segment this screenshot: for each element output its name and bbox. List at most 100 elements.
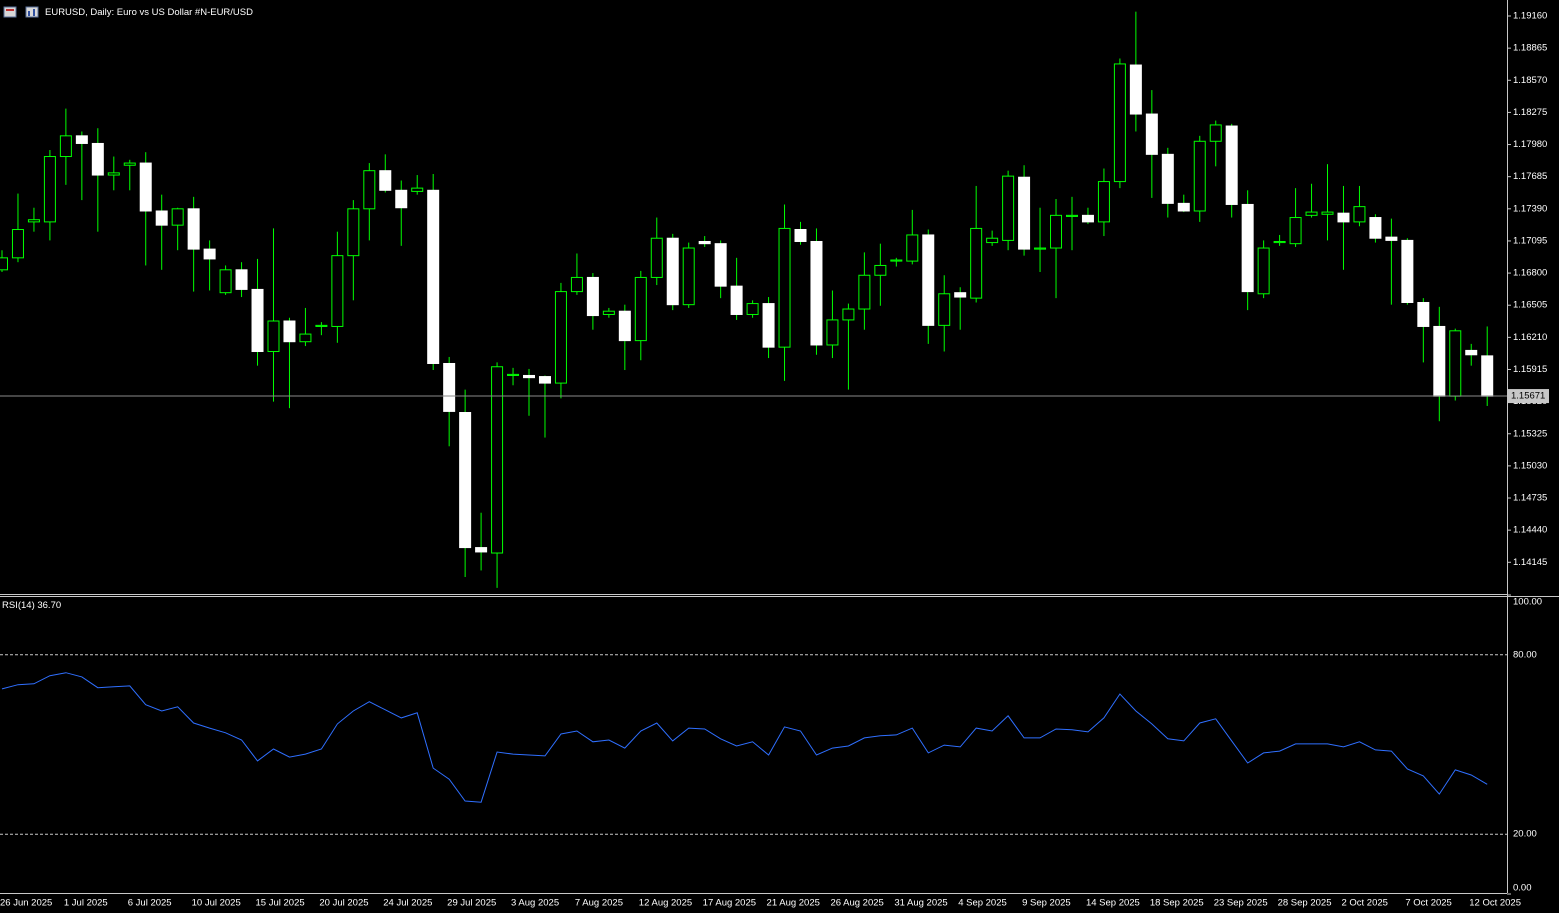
price-label: 1.15671 [1511, 391, 1545, 402]
candle-body [251, 288, 264, 353]
candle-body [1050, 214, 1063, 249]
candle-body [650, 237, 663, 278]
candle-body [1353, 206, 1366, 223]
y-tick-label: 1.14440 [1513, 525, 1547, 536]
candle-body [602, 310, 615, 315]
candle-body [1097, 181, 1110, 223]
y-tick-label: 1.16800 [1513, 268, 1547, 279]
candle-body [507, 373, 520, 376]
x-tick-label: 7 Aug 2025 [575, 898, 623, 909]
candle-body [123, 162, 136, 166]
candle-body [1161, 153, 1174, 204]
y-tick-label: 0.00 [1513, 883, 1532, 894]
x-tick-label: 29 Jul 2025 [447, 898, 496, 909]
y-tick-label: 80.00 [1513, 649, 1537, 660]
y-tick-label: 1.18275 [1513, 107, 1547, 118]
x-tick-label: 26 Jun 2025 [0, 898, 52, 909]
candle-body [874, 264, 887, 276]
candle-body [666, 237, 679, 306]
candle-body [1209, 124, 1222, 142]
candle-body [331, 255, 344, 327]
x-tick-label: 31 Aug 2025 [894, 898, 947, 909]
candle-body [1321, 211, 1334, 215]
y-tick-label: 1.19160 [1513, 11, 1547, 22]
chart-title: EURUSD, Daily: Euro vs US Dollar #N-EUR/… [45, 7, 253, 18]
x-tick-label: 9 Sep 2025 [1022, 898, 1071, 909]
y-tick-label: 1.18570 [1513, 75, 1547, 86]
candle-body [379, 170, 392, 191]
candle-body [299, 333, 312, 343]
x-tick-label: 1 Jul 2025 [64, 898, 108, 909]
candle-body [1081, 214, 1094, 223]
candle-body [986, 237, 999, 244]
candle-body [538, 376, 551, 384]
candle-body [43, 156, 56, 223]
y-tick-label: 1.14145 [1513, 557, 1547, 568]
candle-body [554, 291, 567, 384]
candle-body [75, 135, 88, 144]
toolbar-icons [3, 6, 39, 18]
candle-body [219, 269, 232, 294]
x-tick-label: 2 Oct 2025 [1341, 898, 1387, 909]
candle-body [1369, 217, 1382, 239]
candle-body [315, 324, 328, 327]
candle-body [1481, 355, 1494, 397]
candle-body [698, 240, 711, 245]
y-tick-label: 100.00 [1513, 597, 1542, 608]
x-tick-label: 23 Sep 2025 [1214, 898, 1268, 909]
candle-body [682, 247, 695, 306]
candle-body [1385, 236, 1398, 241]
candle-body [810, 240, 823, 346]
candle-body [1113, 63, 1126, 183]
x-tick-label: 4 Sep 2025 [958, 898, 1007, 909]
icon [25, 6, 39, 18]
candle-body [586, 276, 599, 317]
candle-body [235, 269, 248, 290]
candle-body [954, 292, 967, 298]
icon [28, 11, 30, 16]
candle-body [1305, 211, 1318, 216]
candle-body [395, 189, 408, 209]
candle-body [1257, 247, 1270, 295]
x-tick-label: 18 Sep 2025 [1150, 898, 1204, 909]
x-tick-label: 12 Aug 2025 [639, 898, 692, 909]
candle-body [1018, 176, 1031, 250]
candle-body [91, 142, 104, 176]
x-tick-label: 24 Jul 2025 [383, 898, 432, 909]
candle-body [858, 274, 871, 310]
candle-body [1433, 325, 1446, 397]
candle-body [746, 303, 759, 315]
candle-body [714, 243, 727, 287]
y-tick-label: 1.16505 [1513, 300, 1547, 311]
candle-body [906, 234, 919, 262]
candle-body [634, 276, 647, 342]
candle-body [778, 227, 791, 348]
candle-body [347, 208, 360, 257]
candle-body [171, 208, 184, 226]
x-tick-label: 12 Oct 2025 [1469, 898, 1521, 909]
y-tick-label: 1.15030 [1513, 460, 1547, 471]
candle-body [842, 308, 855, 321]
candle-body [0, 257, 8, 271]
y-tick-label: 1.17685 [1513, 171, 1547, 182]
candle-body [491, 366, 504, 554]
candle-body [1241, 203, 1254, 293]
icon [3, 6, 17, 18]
candle-body [1034, 247, 1047, 250]
y-tick-label: 1.15915 [1513, 364, 1547, 375]
candle-body [922, 234, 935, 326]
candle-body [459, 412, 472, 549]
candle-body [1065, 214, 1078, 217]
candle-body [443, 362, 456, 412]
x-tick-label: 3 Aug 2025 [511, 898, 559, 909]
x-tick-label: 10 Jul 2025 [192, 898, 241, 909]
icon [6, 9, 14, 11]
candle-body [11, 229, 24, 259]
y-tick-label: 1.14735 [1513, 493, 1547, 504]
x-tick-label: 7 Oct 2025 [1405, 898, 1451, 909]
y-tick-label: 1.18865 [1513, 43, 1547, 54]
x-tick-label: 21 Aug 2025 [767, 898, 820, 909]
candle-body [826, 319, 839, 346]
candle-body [1225, 125, 1238, 205]
